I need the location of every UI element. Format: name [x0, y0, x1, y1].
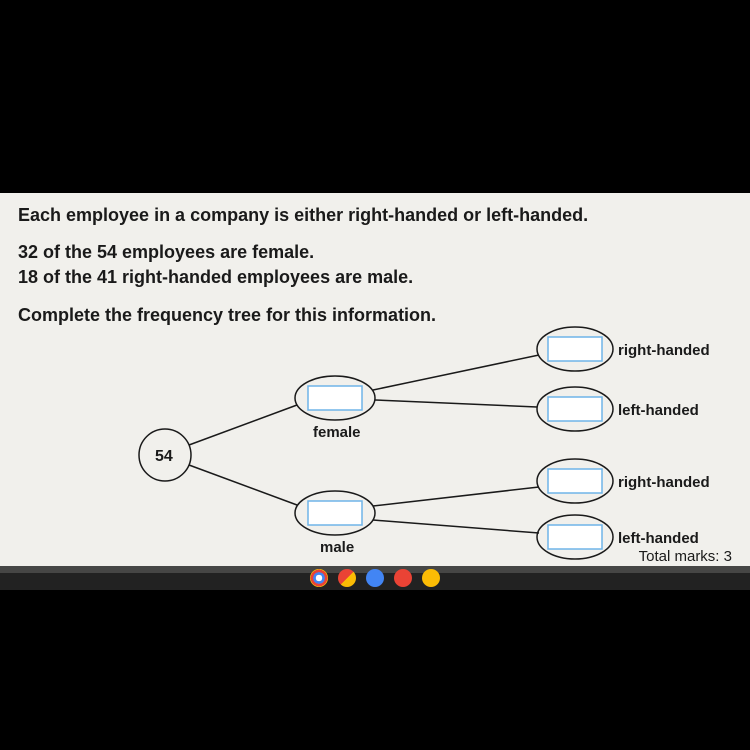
male-right-input[interactable] [548, 469, 602, 493]
youtube-icon[interactable] [394, 569, 412, 587]
docs-icon[interactable] [366, 569, 384, 587]
female-left-input[interactable] [548, 397, 602, 421]
edge-root-female [189, 405, 297, 445]
worksheet-panel: Each employee in a company is either rig… [0, 193, 750, 573]
edge-female-left [375, 400, 537, 407]
total-marks: Total marks: 3 [639, 548, 732, 565]
female-label: female [313, 424, 361, 441]
male-label: male [320, 539, 354, 556]
female-input[interactable] [308, 386, 362, 410]
gmail-icon[interactable] [338, 569, 356, 587]
male-input[interactable] [308, 501, 362, 525]
male-left-label: left-handed [618, 530, 699, 547]
edge-male-right [373, 487, 539, 506]
chrome-icon[interactable] [310, 569, 328, 587]
edge-root-male [189, 465, 297, 505]
keep-icon[interactable] [422, 569, 440, 587]
male-right-label: right-handed [618, 474, 710, 491]
female-right-label: right-handed [618, 342, 710, 359]
root-value: 54 [155, 448, 173, 465]
frequency-tree: 54 female male right-handed left-handed … [0, 193, 750, 573]
taskbar [0, 566, 750, 590]
edge-female-right [373, 355, 539, 390]
female-left-label: left-handed [618, 402, 699, 419]
male-left-input[interactable] [548, 525, 602, 549]
edge-male-left [373, 520, 539, 533]
female-right-input[interactable] [548, 337, 602, 361]
